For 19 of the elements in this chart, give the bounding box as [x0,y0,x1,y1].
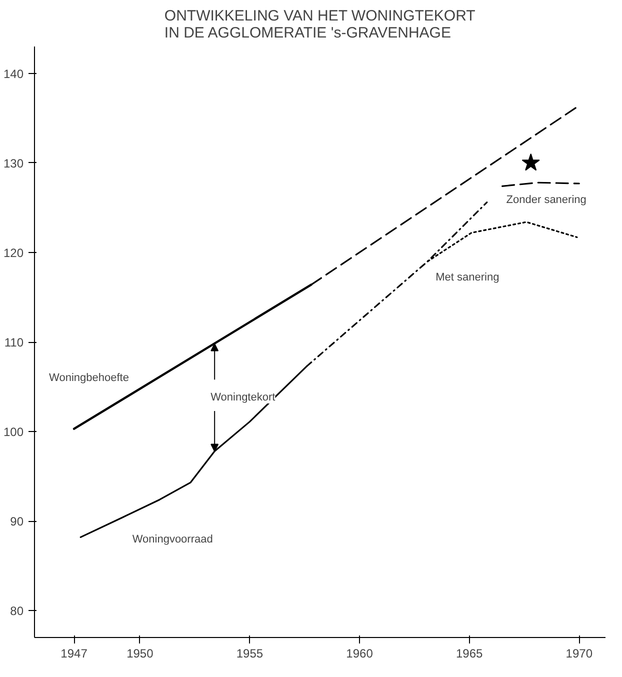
y-tick-label: 100 [3,425,24,440]
series-label: Woningbehoefte [49,372,129,384]
x-tick-label: 1970 [566,646,593,660]
annotation: Woningtekort [210,392,276,404]
series-label: Woningvoorraad [132,534,213,546]
series-label: Met sanering [436,271,500,284]
x-tick-label: 1955 [236,646,264,660]
x-tick-label: 1965 [456,646,484,660]
y-tick-label: 80 [10,604,24,618]
series-label: Zonder sanering [506,194,586,206]
y-tick-label: 90 [10,514,24,529]
chart-title: ONTWIKKELING VAN HET WONINGTEKORT IN DE AGGLOMERATIE 's-GRAVENHAGE [164,8,476,42]
y-tick-label: 110 [4,336,24,350]
y-tick-label: 120 [3,246,24,260]
x-tick-label: 1950 [126,646,154,660]
x-tick-label: 1960 [346,646,374,660]
y-tick-label: 130 [3,156,24,170]
x-tick-label: 1947 [60,646,88,660]
y-tick-label: 140 [3,66,24,81]
